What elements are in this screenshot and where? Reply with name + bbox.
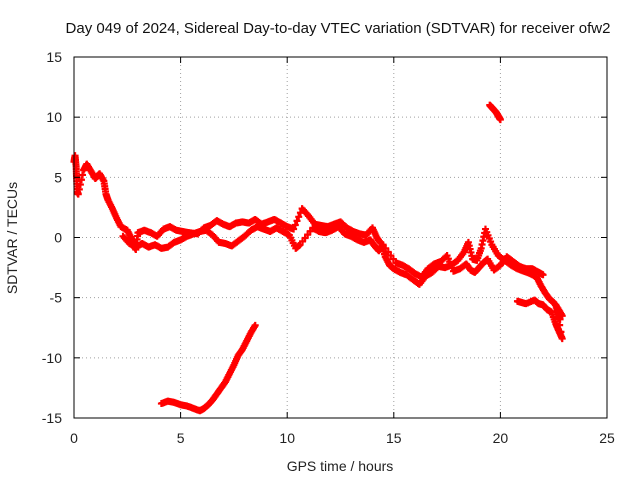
x-tick-label: 25: [599, 430, 615, 446]
data-point: [290, 225, 298, 233]
series-main-track-b: [119, 223, 547, 281]
data-point: [251, 321, 259, 329]
data-point: [295, 213, 303, 221]
chart-title: Day 049 of 2024, Sidereal Day-to-day VTE…: [66, 20, 611, 37]
y-tick-label: -15: [42, 410, 62, 426]
y-tick-label: -5: [50, 290, 63, 306]
x-tick-label: 10: [279, 430, 295, 446]
x-tick-label: 5: [177, 430, 185, 446]
data-point: [558, 335, 566, 343]
data-point: [496, 116, 504, 124]
x-tick-label: 0: [70, 430, 78, 446]
data-points: [70, 101, 566, 415]
x-tick-label: 20: [493, 430, 509, 446]
axis-ticks: 0 5 10 15 20 25 -15 -10 -5 0 5 10 15: [42, 49, 615, 446]
data-point: [539, 271, 547, 279]
data-point: [382, 244, 390, 252]
x-axis-label: GPS time / hours: [287, 458, 394, 474]
data-point: [556, 315, 564, 323]
data-point: [389, 255, 397, 263]
y-tick-label: 0: [54, 230, 62, 246]
data-point: [293, 217, 301, 225]
x-tick-label: 15: [386, 430, 402, 446]
series-upper-excursion: [486, 101, 504, 124]
data-point: [384, 248, 392, 256]
y-tick-label: 5: [54, 169, 62, 185]
data-point: [557, 328, 565, 336]
series-lower-arc: [157, 321, 259, 415]
series-main-track-a: [70, 152, 566, 320]
series-late-segments: [513, 296, 566, 343]
data-point: [379, 241, 387, 249]
data-point: [291, 221, 299, 229]
y-tick-label: -10: [42, 350, 62, 366]
y-tick-label: 10: [46, 109, 62, 125]
y-axis-label: SDTVAR / TECUs: [4, 182, 20, 294]
data-point: [387, 252, 395, 260]
y-tick-label: 15: [46, 49, 62, 65]
